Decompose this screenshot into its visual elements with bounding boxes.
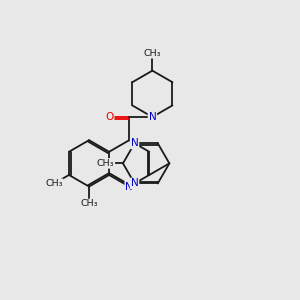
Text: N: N <box>148 112 156 122</box>
Text: CH₃: CH₃ <box>45 179 63 188</box>
Text: CH₃: CH₃ <box>144 49 161 58</box>
Text: CH₃: CH₃ <box>80 200 98 208</box>
Text: N: N <box>131 138 138 148</box>
Text: N: N <box>131 178 138 188</box>
Text: O: O <box>105 112 114 122</box>
Text: CH₃: CH₃ <box>97 159 114 168</box>
Text: N: N <box>125 182 133 192</box>
